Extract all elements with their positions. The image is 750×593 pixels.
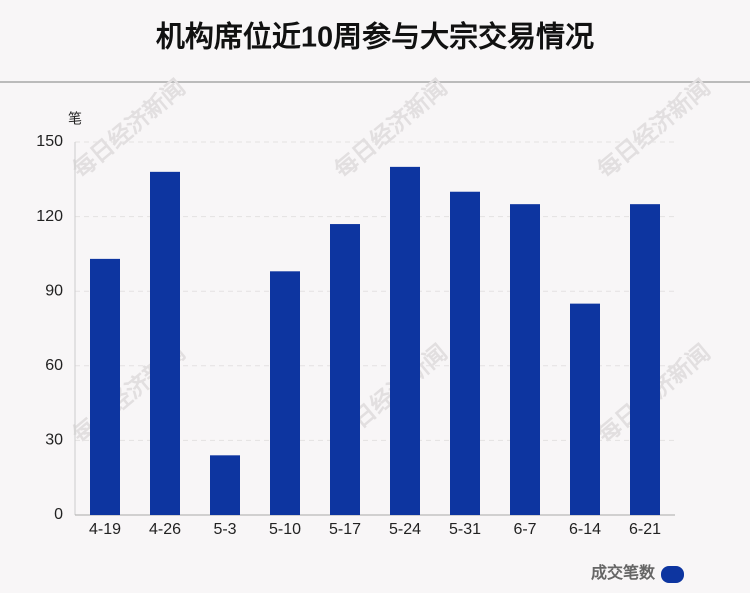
x-tick-label: 6-7 (513, 521, 536, 538)
y-tick-label: 0 (54, 506, 63, 523)
bar (150, 171, 180, 515)
y-tick-label: 90 (45, 282, 63, 299)
bar (390, 166, 420, 515)
y-tick-label: 150 (36, 133, 63, 150)
x-tick-label: 5-3 (213, 521, 236, 538)
legend-label: 成交笔数 (591, 563, 656, 582)
bar (210, 455, 240, 515)
bar (270, 271, 300, 515)
x-tick-label: 4-19 (89, 521, 121, 538)
bar (450, 191, 480, 515)
legend-swatch (661, 566, 684, 583)
x-tick-label: 5-31 (449, 521, 481, 538)
x-tick-label: 5-10 (269, 521, 301, 538)
bar (330, 224, 360, 515)
x-tick-label: 6-21 (629, 521, 661, 538)
x-tick-label: 5-17 (329, 521, 361, 538)
x-tick-label: 5-24 (389, 521, 421, 538)
y-tick-label: 30 (45, 432, 63, 449)
bar (570, 303, 600, 515)
y-axis-label: 笔 (68, 111, 82, 127)
y-tick-label: 60 (45, 357, 63, 374)
bar (90, 258, 120, 515)
bar (510, 204, 540, 515)
bar (630, 204, 660, 515)
y-tick-label: 120 (36, 208, 63, 225)
chart-title: 机构席位近10周参与大宗交易情况 (156, 20, 594, 54)
x-tick-label: 4-26 (149, 521, 181, 538)
x-tick-label: 6-14 (569, 521, 601, 538)
